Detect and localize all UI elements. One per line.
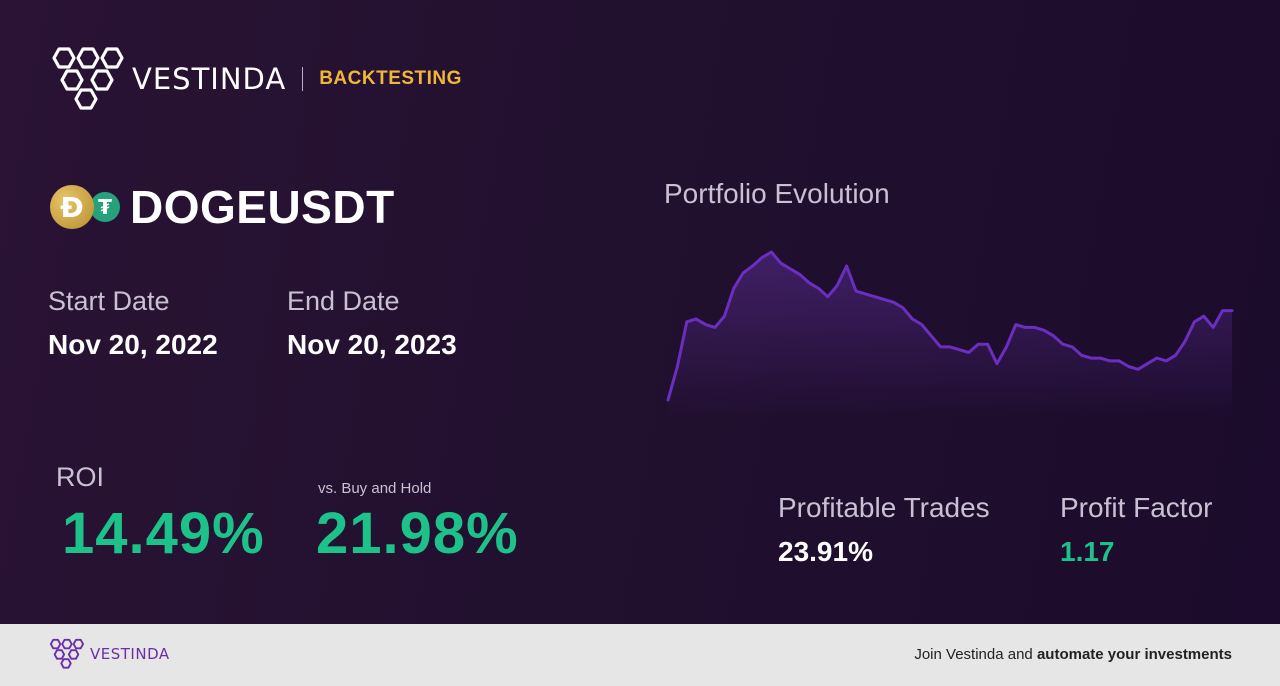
backtest-card: VESTINDA BACKTESTING Ð ₮ DOGEUSDT Start … [0, 0, 1280, 624]
brand-divider [302, 67, 304, 91]
roi-label: ROI [56, 462, 105, 492]
vestinda-logo-icon [52, 47, 124, 110]
footer-cta[interactable]: Join Vestinda and automate your investme… [914, 646, 1232, 663]
chart-title: Portfolio Evolution [664, 178, 890, 209]
tether-coin-icon: ₮ [90, 192, 120, 222]
buy-hold-value: 21.98% [316, 501, 519, 566]
footer-brand[interactable]: VESTINDA [48, 638, 170, 670]
end-date-value: Nov 20, 2023 [287, 329, 457, 360]
footer: VESTINDA Join Vestinda and automate your… [0, 624, 1280, 686]
footer-brand-name: VESTINDA [90, 645, 170, 663]
pair-symbol: DOGEUSDT [130, 181, 395, 233]
chart-area-fill [668, 252, 1232, 418]
brand-header: VESTINDA BACKTESTING [48, 46, 462, 112]
buy-hold-label: vs. Buy and Hold [318, 480, 432, 497]
profitable-trades-label: Profitable Trades [778, 492, 990, 523]
profit-factor-label: Profit Factor [1060, 492, 1213, 523]
portfolio-chart [666, 250, 1234, 418]
roi-value: 14.49% [62, 501, 265, 566]
brand-tag: BACKTESTING [319, 68, 462, 89]
start-date-value: Nov 20, 2022 [48, 329, 218, 360]
brand-name: VESTINDA [132, 62, 287, 96]
start-date-block: Start Date Nov 20, 2022 [48, 286, 218, 361]
vestinda-footer-logo-icon [49, 638, 84, 669]
doge-coin-icon: Ð [50, 185, 94, 229]
start-date-label: Start Date [48, 286, 170, 316]
profitable-trades-value: 23.91% [778, 536, 873, 567]
footer-cta-prefix: Join Vestinda and [914, 646, 1037, 663]
profit-factor-value: 1.17 [1060, 536, 1115, 567]
chart-series-line [666, 250, 1234, 402]
end-date-block: End Date Nov 20, 2023 [287, 286, 457, 361]
trading-pair: Ð ₮ DOGEUSDT [50, 180, 395, 234]
footer-cta-bold: automate your investments [1036, 646, 1232, 663]
end-date-label: End Date [287, 286, 400, 316]
